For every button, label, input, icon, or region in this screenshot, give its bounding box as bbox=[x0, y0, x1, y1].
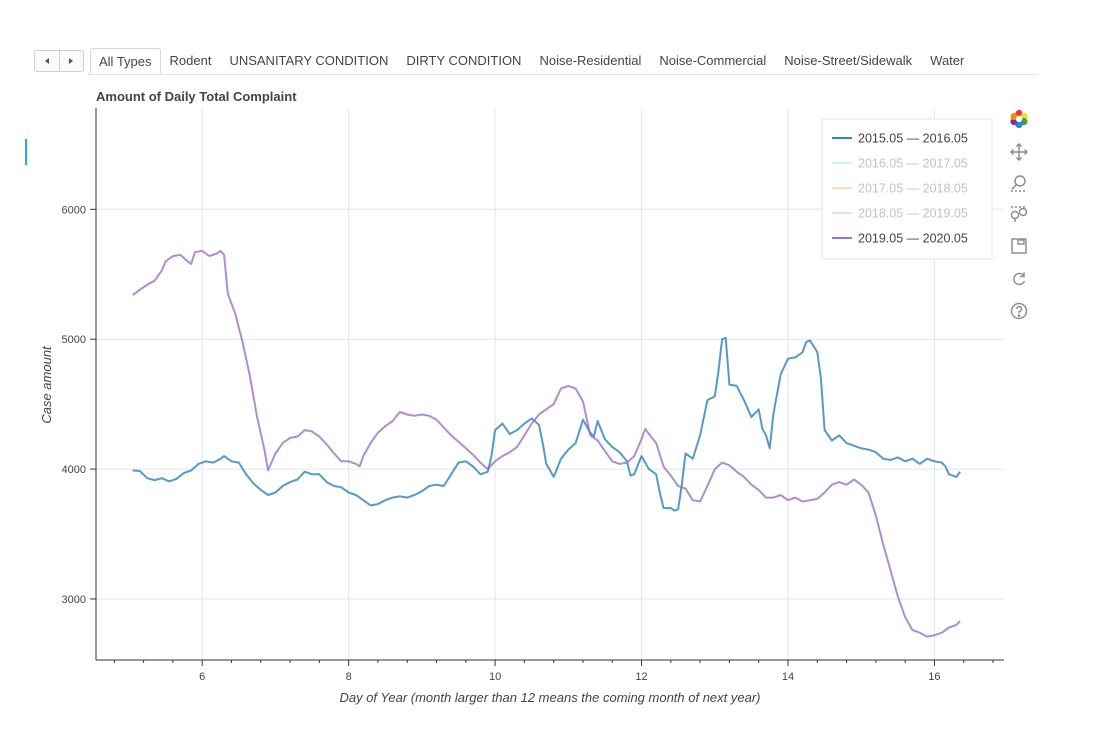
y-tick-label: 5000 bbox=[62, 334, 86, 346]
x-tick-label: 14 bbox=[782, 671, 794, 683]
x-tick-label: 8 bbox=[346, 671, 352, 683]
caret-right-icon bbox=[69, 58, 74, 64]
pan-icon[interactable] bbox=[1006, 139, 1032, 165]
series-line-0 bbox=[132, 336, 961, 512]
tab-rodent[interactable]: Rodent bbox=[169, 53, 212, 68]
tab-noise-commercial[interactable]: Noise-Commercial bbox=[659, 53, 767, 68]
tab-divider bbox=[88, 74, 1038, 75]
save-icon[interactable] bbox=[1006, 233, 1032, 259]
series-lines bbox=[132, 249, 961, 638]
box-zoom-icon[interactable] bbox=[1006, 170, 1032, 196]
legend-box bbox=[821, 118, 993, 260]
help-icon[interactable] bbox=[1006, 298, 1032, 324]
legend-entry-3: 2018.05 — 2019.05 bbox=[858, 207, 968, 221]
y-axis-label: Case amount bbox=[39, 345, 54, 424]
legend-entry-2: 2017.05 — 2018.05 bbox=[858, 182, 968, 196]
tab-unsanitary-condition[interactable]: UNSANITARY CONDITION bbox=[229, 53, 389, 68]
scroll-left-button[interactable] bbox=[35, 51, 59, 71]
y-tick-label: 3000 bbox=[62, 594, 86, 606]
tab-dirty-condition[interactable]: DIRTY CONDITION bbox=[406, 53, 522, 68]
x-tick-label: 16 bbox=[928, 671, 940, 683]
reset-icon[interactable] bbox=[1006, 266, 1032, 292]
x-tick-label: 12 bbox=[635, 671, 647, 683]
tab-list: All Types Rodent UNSANITARY CONDITION DI… bbox=[90, 48, 973, 75]
x-axis-label: Day of Year (month larger than 12 means … bbox=[339, 690, 760, 705]
caret-left-icon bbox=[44, 58, 49, 64]
y-tick-label: 6000 bbox=[62, 204, 86, 216]
series-line-4 bbox=[132, 249, 961, 638]
wheel-zoom-icon[interactable] bbox=[1006, 201, 1032, 227]
legend: 2015.05 — 2016.05 2016.05 — 2017.05 2017.0… bbox=[821, 118, 993, 260]
x-tick-label: 6 bbox=[199, 671, 205, 683]
tab-bar: All Types Rodent UNSANITARY CONDITION DI… bbox=[34, 48, 1038, 75]
tab-scroll-buttons bbox=[34, 50, 84, 72]
axes: 6 8 10 12 14 16 3000 4000 5000 6000 bbox=[62, 108, 1004, 683]
tab-water[interactable]: Water bbox=[930, 53, 965, 68]
x-tick-label: 10 bbox=[489, 671, 501, 683]
legend-entry-4: 2019.05 — 2020.05 bbox=[858, 232, 968, 246]
bokeh-logo-icon[interactable] bbox=[1006, 106, 1032, 132]
y-tick-label: 4000 bbox=[62, 464, 86, 476]
legend-entry-1: 2016.05 — 2017.05 bbox=[858, 157, 968, 171]
active-tool-indicator bbox=[25, 139, 27, 165]
chart-title: Amount of Daily Total Complaint bbox=[96, 89, 297, 104]
tab-all-types[interactable]: All Types bbox=[90, 48, 161, 74]
scroll-right-button[interactable] bbox=[58, 51, 84, 71]
legend-entry-0: 2015.05 — 2016.05 bbox=[858, 132, 968, 146]
tab-noise-street-sidewalk[interactable]: Noise-Street/Sidewalk bbox=[784, 53, 913, 68]
tab-noise-residential[interactable]: Noise-Residential bbox=[539, 53, 642, 68]
